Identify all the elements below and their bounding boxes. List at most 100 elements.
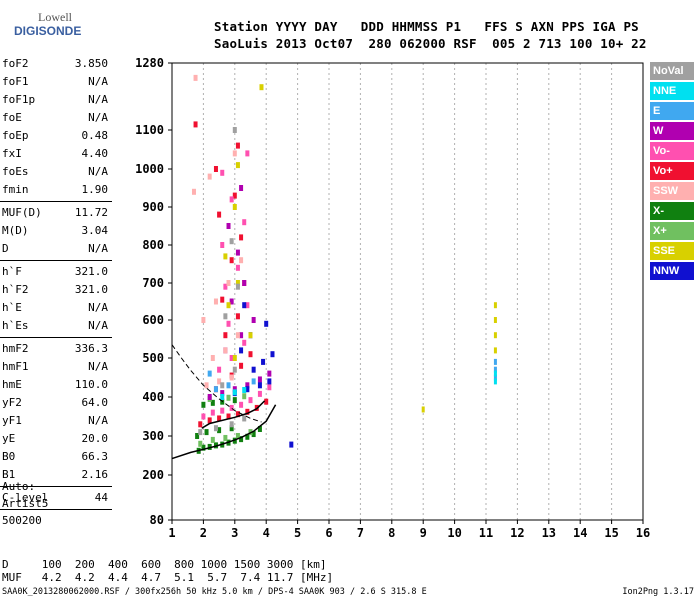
data-point bbox=[257, 382, 262, 389]
polarization-legend: NoVal NNE E W Vo- Vo+ SSW X- X+ SSE NNW bbox=[650, 62, 694, 282]
logo-line2: DIGISONDE bbox=[14, 24, 82, 38]
data-point bbox=[213, 298, 218, 305]
param-key: yE bbox=[2, 432, 16, 445]
data-point bbox=[193, 121, 198, 128]
data-point bbox=[210, 399, 215, 406]
data-point bbox=[239, 401, 244, 408]
param-key: hmF1 bbox=[2, 360, 29, 373]
data-point bbox=[191, 188, 196, 195]
data-point bbox=[239, 185, 244, 191]
data-point bbox=[245, 382, 250, 389]
data-point bbox=[220, 296, 225, 303]
param-key: yF2 bbox=[2, 396, 22, 409]
auto-code: 500200 bbox=[2, 514, 42, 527]
x-tick-label: 5 bbox=[294, 526, 301, 540]
x-tick-label: 3 bbox=[231, 526, 238, 540]
data-point bbox=[267, 370, 272, 377]
data-point bbox=[217, 366, 222, 373]
series-sse bbox=[223, 84, 497, 413]
y-tick-label: 200 bbox=[142, 468, 164, 482]
data-point bbox=[198, 440, 203, 447]
data-point bbox=[229, 421, 234, 428]
data-point bbox=[213, 166, 218, 172]
param-value: 321.0 bbox=[74, 265, 108, 278]
data-point bbox=[493, 366, 497, 373]
o-trace-line bbox=[201, 400, 266, 429]
chart-points bbox=[191, 74, 497, 454]
data-point bbox=[217, 415, 222, 422]
param-row: M(D) 3.04 bbox=[0, 222, 112, 240]
param-separator bbox=[0, 486, 112, 487]
x-tick-label: 14 bbox=[573, 526, 587, 540]
data-point bbox=[229, 298, 234, 305]
data-point bbox=[239, 257, 244, 264]
data-point bbox=[242, 339, 247, 346]
data-point bbox=[232, 127, 237, 133]
data-point bbox=[493, 378, 497, 385]
param-separator bbox=[0, 337, 112, 338]
data-point bbox=[235, 332, 240, 339]
x-tick-label: 12 bbox=[510, 526, 524, 540]
param-row: foF1p N/A bbox=[0, 91, 112, 109]
data-point bbox=[229, 404, 234, 411]
param-row: D N/A bbox=[0, 240, 112, 258]
lowell-digisonde-logo: Lowell DIGISONDE bbox=[8, 6, 82, 46]
legend-item-vo: Vo+ bbox=[650, 162, 694, 180]
data-point bbox=[226, 280, 231, 286]
data-point bbox=[195, 433, 200, 439]
param-key: foE bbox=[2, 111, 22, 124]
data-point bbox=[235, 249, 240, 256]
param-row: h`F 321.0 bbox=[0, 263, 112, 281]
param-value: 321.0 bbox=[74, 283, 108, 296]
x-tick-label: 7 bbox=[357, 526, 364, 540]
param-key: hmE bbox=[2, 378, 22, 391]
data-point bbox=[493, 332, 497, 339]
data-point bbox=[226, 394, 231, 401]
data-point bbox=[217, 427, 222, 434]
x-tick-label: 9 bbox=[420, 526, 427, 540]
param-row: yF2 64.0 bbox=[0, 394, 112, 412]
param-value: N/A bbox=[88, 75, 108, 88]
data-point bbox=[261, 358, 266, 365]
param-value: N/A bbox=[88, 319, 108, 332]
x-tick-label: 15 bbox=[604, 526, 618, 540]
param-value: 11.72 bbox=[74, 206, 108, 219]
data-point bbox=[220, 169, 225, 176]
y-tick-label: 800 bbox=[142, 238, 164, 252]
param-value: 44 bbox=[94, 491, 108, 504]
data-point bbox=[223, 332, 228, 339]
series-vo bbox=[201, 150, 272, 420]
data-point bbox=[242, 386, 247, 393]
muf-table: D 100 200 400 600 800 1000 1500 3000 [km… bbox=[2, 558, 333, 584]
data-point bbox=[239, 436, 244, 443]
data-point bbox=[232, 355, 237, 361]
data-point bbox=[239, 234, 244, 241]
data-point bbox=[232, 397, 237, 404]
param-value: 336.3 bbox=[74, 342, 108, 355]
param-row: h`Es N/A bbox=[0, 317, 112, 335]
data-point bbox=[207, 443, 212, 450]
data-point bbox=[223, 253, 228, 260]
param-separator bbox=[0, 201, 112, 202]
x-tick-label: 16 bbox=[636, 526, 650, 540]
param-row: fxI 4.40 bbox=[0, 145, 112, 163]
data-point bbox=[232, 204, 237, 210]
data-point bbox=[207, 417, 212, 424]
param-value: 66.3 bbox=[81, 450, 109, 463]
y-tick-label: 700 bbox=[142, 276, 164, 290]
param-value: 0.48 bbox=[81, 129, 109, 142]
param-row: hmF1 N/A bbox=[0, 358, 112, 376]
data-point bbox=[239, 347, 244, 354]
data-point bbox=[259, 84, 264, 91]
param-row: foE N/A bbox=[0, 109, 112, 127]
data-point bbox=[223, 313, 228, 320]
x-tick-label: 11 bbox=[479, 526, 493, 540]
data-point bbox=[220, 390, 225, 397]
y-tick-label: 1100 bbox=[135, 123, 164, 137]
param-key: hmF2 bbox=[2, 342, 29, 355]
file-info-footer: SAA0K_2013280062000.RSF / 300fx256h 50 k… bbox=[2, 587, 427, 597]
data-point bbox=[223, 283, 228, 290]
data-point bbox=[245, 302, 250, 309]
series-nne bbox=[220, 370, 497, 400]
